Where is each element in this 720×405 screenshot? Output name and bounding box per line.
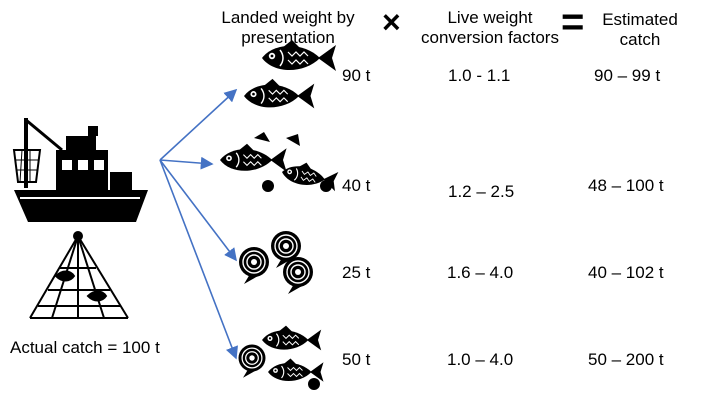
- landed-value: 25 t: [342, 263, 371, 282]
- mixed-fish-icon: [237, 325, 325, 390]
- equals-operator: =: [561, 0, 585, 44]
- landed-value: 40 t: [342, 176, 371, 195]
- estimated-catch: 90 – 99 t: [594, 66, 661, 85]
- landed-value: 50 t: [342, 350, 371, 369]
- header-landed-weight: Landed weight by presentation: [221, 8, 355, 47]
- estimated-catch: 50 – 200 t: [588, 350, 664, 369]
- landed-value: 90 t: [342, 66, 371, 85]
- estimated-catch: 40 – 102 t: [588, 263, 664, 282]
- conversion-factor: 1.0 – 4.0: [447, 350, 514, 369]
- whole-fish-icon: [243, 39, 337, 110]
- header-estimated-catch: Estimated catch: [602, 10, 678, 49]
- conversion-factor: 1.0 - 1.1: [448, 66, 511, 85]
- arrows: [159, 88, 238, 360]
- header-conversion-factors: Live weight conversion factors: [421, 8, 559, 47]
- actual-catch-label: Actual catch = 100 t: [10, 338, 160, 357]
- arrow-steaks: [159, 159, 237, 262]
- fishing-vessel-icon: [12, 118, 148, 222]
- arrow-whole: [159, 88, 238, 161]
- arrow-gutted: [159, 156, 214, 170]
- conversion-factor: 1.6 – 4.0: [447, 263, 514, 282]
- fishing-net-icon: [29, 231, 129, 319]
- gutted-fish-icon: [219, 132, 340, 192]
- estimated-catch: 48 – 100 t: [588, 176, 664, 195]
- multiply-operator: ×: [382, 4, 401, 40]
- fish-steaks-icon: [238, 230, 314, 295]
- arrow-mixed: [159, 159, 238, 360]
- conversion-factor: 1.2 – 2.5: [448, 182, 515, 201]
